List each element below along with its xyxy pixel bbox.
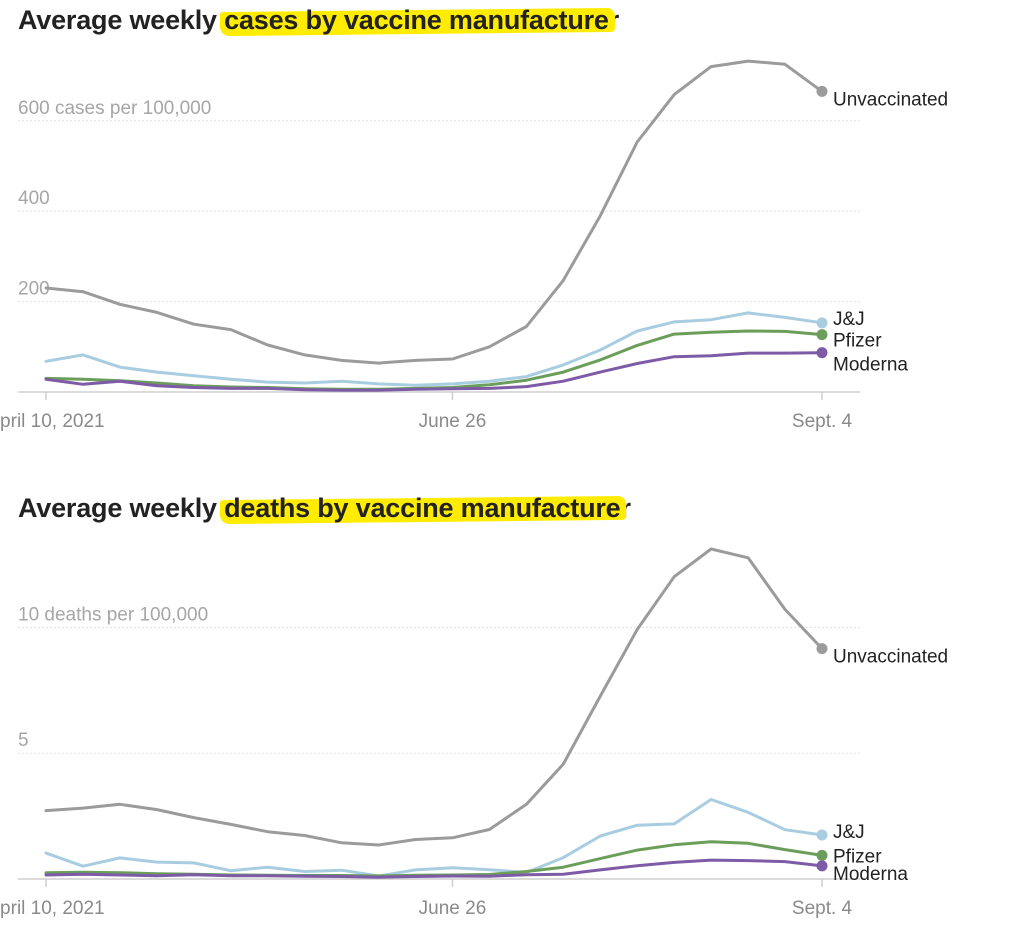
y-tick-label: 600 cases per 100,000 — [18, 98, 211, 119]
series-line-moderna — [44, 858, 824, 879]
title-plain: Average weekly — [18, 5, 225, 35]
x-tick-label: April 10, 2021 — [0, 898, 105, 919]
series-label-pfizer: Pfizer — [833, 331, 882, 352]
y-tick-label: 10 deaths per 100,000 — [18, 604, 208, 625]
series-line-moderna — [44, 351, 824, 392]
x-tick-label: Sept. 4 — [792, 898, 853, 919]
series-line-jandj — [44, 311, 824, 387]
series-line-unvaccinated — [44, 547, 824, 847]
series-label-unvaccinated: Unvaccinated — [833, 647, 948, 668]
x-tick-label: Sept. 4 — [792, 411, 853, 432]
end-point-pfizer — [816, 329, 828, 341]
y-tick-label: 5 — [18, 730, 29, 751]
series-label-jandj: J&J — [833, 309, 865, 330]
x-tick-label: April 10, 2021 — [0, 411, 105, 432]
deaths-chart-title: Average weekly deaths by vaccine manufac… — [18, 493, 631, 524]
x-tick-label: June 26 — [419, 411, 487, 432]
cases-line-chart: 200 400 600 cases per 100,000 April 10, 202… — [0, 59, 948, 432]
title-highlight: cases by vaccine manufacture — [224, 5, 609, 35]
title-plain: Average weekly — [18, 493, 225, 523]
end-point-unvaccinated — [816, 85, 828, 97]
x-tick-label: June 26 — [419, 898, 487, 919]
deaths-chart-panel: Average weekly deaths by vaccine manufac… — [0, 490, 1017, 940]
series-label-pfizer: Pfizer — [833, 846, 882, 867]
cases-chart-title: Average weekly cases by vaccine manufact… — [18, 5, 619, 36]
series-line-unvaccinated — [44, 59, 824, 365]
end-point-jandj — [816, 829, 828, 841]
series-line-jandj — [44, 798, 824, 878]
end-point-moderna — [816, 347, 828, 359]
series-label-moderna: Moderna — [833, 864, 908, 885]
end-point-jandj — [816, 317, 828, 329]
y-tick-label: 400 — [18, 188, 50, 209]
cases-chart-panel: Average weekly cases by vaccine manufact… — [0, 0, 1017, 460]
title-highlight: deaths by vaccine manufacture — [224, 493, 621, 523]
end-point-moderna — [816, 860, 828, 872]
series-label-jandj: J&J — [833, 822, 865, 843]
y-tick-label: 200 — [18, 279, 50, 300]
series-label-moderna: Moderna — [833, 355, 908, 376]
series-label-unvaccinated: Unvaccinated — [833, 89, 948, 110]
end-point-pfizer — [816, 849, 828, 861]
deaths-line-chart: 5 10 deaths per 100,000 April 10, 2021 June… — [0, 547, 948, 919]
series-line-pfizer — [44, 840, 824, 878]
end-point-unvaccinated — [816, 643, 828, 655]
